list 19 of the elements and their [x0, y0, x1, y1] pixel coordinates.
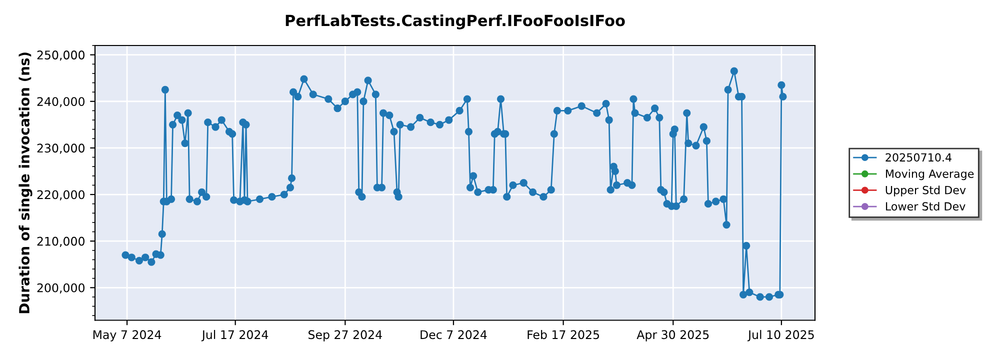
x-tick-label: Jul 10 2025 — [747, 330, 814, 342]
y-tick-label: 220,000 — [37, 190, 84, 200]
x-tick-label: Apr 30 2025 — [636, 330, 709, 342]
y-tick-label: 210,000 — [37, 236, 84, 247]
legend-label: 20250710.4 — [886, 153, 952, 162]
y-axis-title: Duration of single invocation (ns) — [18, 52, 32, 314]
y-tick-label: 200,000 — [37, 283, 84, 294]
x-tick-label: Sep 27 2024 — [308, 330, 382, 342]
x-tick-label: Dec 7 2024 — [420, 330, 487, 340]
y-tick-label: 250,000 — [37, 50, 84, 61]
x-tick-label: May 7 2024 — [93, 330, 162, 342]
y-tick-label: 230,000 — [37, 144, 84, 154]
chart-title: PerfLabTests.CastingPerf.IFooFooIsIFoo — [286, 14, 625, 30]
legend-label: Moving Average — [886, 169, 974, 180]
y-tick-label: 240,000 — [37, 97, 84, 108]
legend-label: Lower Std Dev — [886, 202, 966, 211]
x-tick-label: Feb 17 2025 — [528, 330, 600, 340]
legend-label: Upper Std Dev — [886, 186, 966, 196]
x-tick-label: Jul 17 2024 — [201, 330, 268, 342]
